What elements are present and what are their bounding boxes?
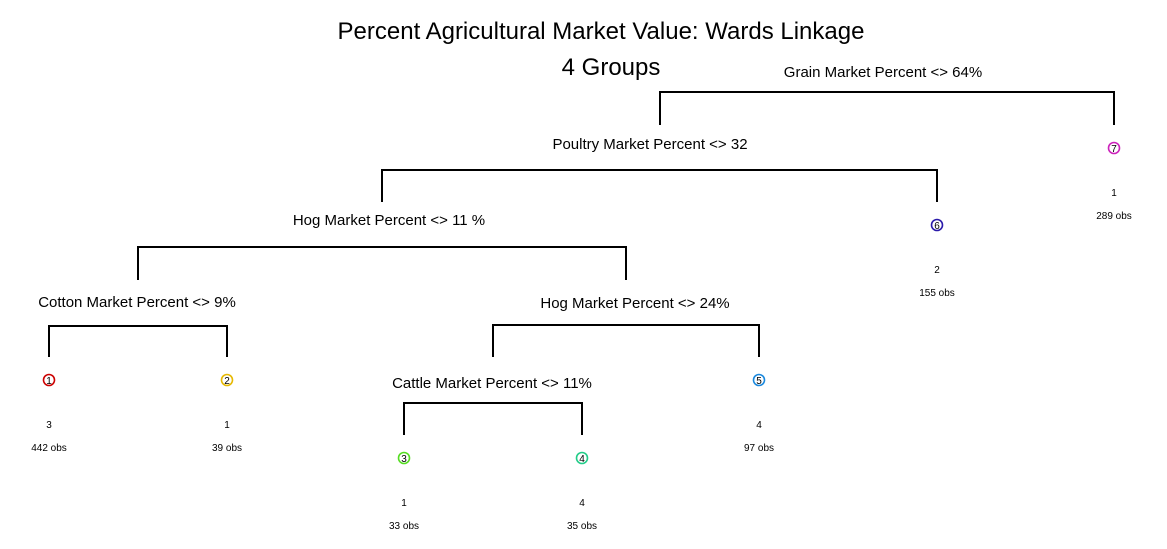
leaf-number-2: 2 <box>224 376 230 387</box>
split-label-cattle: Cattle Market Percent <> 11% <box>392 375 592 392</box>
leaf-node-2: 2 1 39 obs <box>212 373 242 454</box>
leaf-marker-3 <box>397 451 411 465</box>
leaf-node-3: 3 1 33 obs <box>389 451 419 532</box>
leaf-group-4: 4 <box>579 498 585 509</box>
leaf-marker-6 <box>930 218 944 232</box>
split-hog24-bracket <box>492 324 760 357</box>
leaf-number-3: 3 <box>401 454 407 465</box>
leaf-marker-7 <box>1107 141 1121 155</box>
leaf-obs-6: 155 obs <box>919 288 955 299</box>
split-label-cotton: Cotton Market Percent <> 9% <box>38 294 236 311</box>
leaf-marker-5 <box>752 373 766 387</box>
leaf-obs-1: 442 obs <box>31 443 67 454</box>
leaf-number-6: 6 <box>934 221 940 232</box>
leaf-obs-7: 289 obs <box>1096 211 1132 222</box>
leaf-marker-2 <box>220 373 234 387</box>
split-poultry-bracket <box>381 169 938 202</box>
title-line-2: 4 Groups <box>562 54 661 81</box>
leaf-obs-4: 35 obs <box>567 521 597 532</box>
split-label-hog11: Hog Market Percent <> 11 % <box>293 212 485 229</box>
leaf-number-4: 4 <box>579 454 585 465</box>
leaf-marker-4 <box>575 451 589 465</box>
leaf-group-3: 1 <box>401 498 407 509</box>
leaf-obs-2: 39 obs <box>212 443 242 454</box>
leaf-number-5: 5 <box>756 376 762 387</box>
leaf-group-5: 4 <box>756 420 762 431</box>
leaf-group-6: 2 <box>934 265 940 276</box>
leaf-node-4: 4 4 35 obs <box>567 451 597 532</box>
leaf-number-1: 1 <box>46 376 52 387</box>
split-cattle-bracket <box>403 402 583 435</box>
leaf-node-7: 7 1 289 obs <box>1096 141 1132 222</box>
leaf-obs-3: 33 obs <box>389 521 419 532</box>
split-label-poultry: Poultry Market Percent <> 32 <box>552 136 747 153</box>
split-label-grain: Grain Market Percent <> 64% <box>784 64 982 81</box>
leaf-node-5: 5 4 97 obs <box>744 373 774 454</box>
leaf-number-7: 7 <box>1111 144 1117 155</box>
leaf-group-2: 1 <box>224 420 230 431</box>
leaf-marker-1 <box>42 373 56 387</box>
split-grain-bracket <box>659 91 1115 125</box>
leaf-obs-5: 97 obs <box>744 443 774 454</box>
split-cotton-bracket <box>48 325 228 357</box>
split-hog11-bracket <box>137 246 627 280</box>
leaf-group-1: 3 <box>46 420 52 431</box>
split-label-hog24: Hog Market Percent <> 24% <box>540 295 729 312</box>
leaf-node-1: 1 3 442 obs <box>31 373 67 454</box>
title-line-1: Percent Agricultural Market Value: Wards… <box>338 18 865 45</box>
leaf-node-6: 6 2 155 obs <box>919 218 955 299</box>
leaf-group-7: 1 <box>1111 188 1117 199</box>
